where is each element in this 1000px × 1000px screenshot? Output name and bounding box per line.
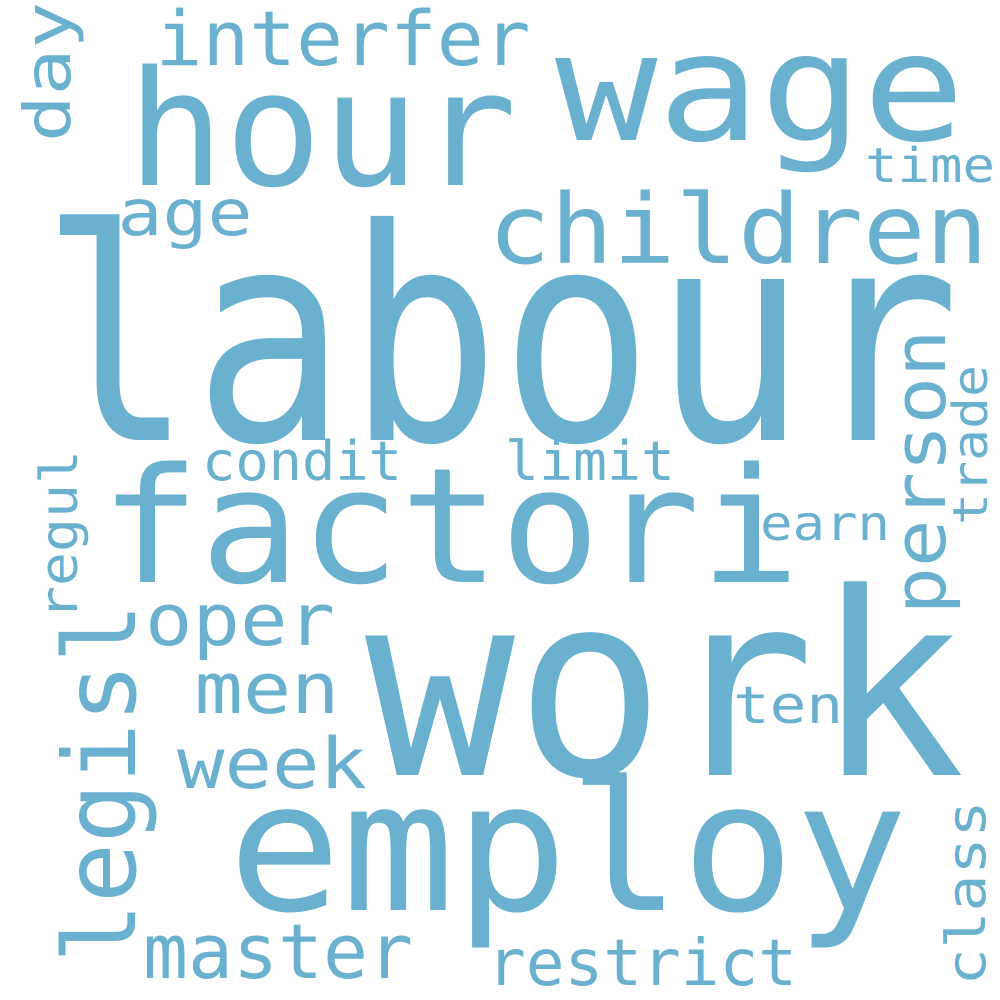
word-ten: ten — [733, 676, 843, 736]
word-labour: labour — [40, 166, 960, 510]
word-master: master — [143, 907, 413, 996]
word-legisl: legisl — [42, 603, 159, 963]
word-interfer: interfer — [156, 0, 531, 83]
word-regul: regul — [30, 450, 90, 620]
word-restrict: restrict — [487, 927, 797, 1000]
word-person: person — [878, 330, 962, 615]
word-children: children — [488, 174, 988, 286]
word-wage: wage — [555, 2, 965, 176]
word-earn: earn — [760, 496, 890, 552]
word-work: work — [365, 539, 965, 836]
word-hour: hour — [127, 36, 517, 223]
word-factori: factori — [100, 433, 800, 620]
word-trade: trade — [943, 365, 999, 525]
word-oper: oper — [145, 578, 335, 662]
word-class: class — [935, 801, 998, 986]
word-age: age — [118, 177, 253, 251]
word-day: day — [12, 2, 86, 142]
word-employ: employ — [228, 744, 908, 953]
word-men: men — [195, 648, 340, 730]
word-time: time — [865, 138, 995, 194]
word-limit: limit — [505, 430, 675, 493]
word-week: week — [177, 723, 367, 805]
word-condit: condit — [202, 430, 402, 493]
